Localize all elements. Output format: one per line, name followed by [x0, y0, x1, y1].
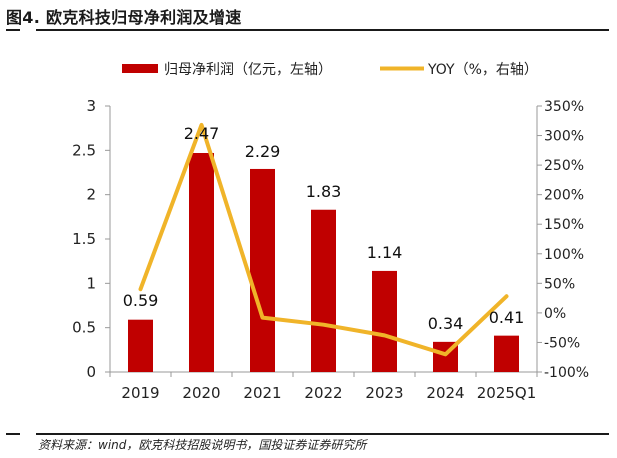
bar-value-label-2020: 2.47 [184, 124, 220, 143]
left-axis-tick-label: 1 [86, 274, 96, 292]
bar-value-label-2025q1: 0.41 [489, 308, 525, 327]
x-axis-tick-label: 2023 [365, 384, 403, 402]
bar-value-label-2023: 1.14 [367, 243, 403, 262]
x-axis-tick-label: 2025Q1 [477, 384, 537, 402]
right-axis-tick-label: 150% [544, 217, 584, 233]
bar-2020 [189, 152, 214, 372]
x-axis-tick-label: 2024 [426, 384, 464, 402]
source-rule [36, 433, 609, 435]
x-axis-tick-label: 2021 [243, 384, 281, 402]
bar-value-label-2021: 2.29 [245, 142, 281, 161]
left-axis-tick-label: 2.5 [72, 141, 96, 159]
right-axis-tick-label: 100% [544, 247, 584, 263]
left-axis-tick-label: 2 [86, 186, 96, 204]
figure-title: 图4. 欧克科技归母净利润及增速 [6, 8, 242, 27]
bar-2019 [128, 319, 153, 372]
bar-value-label-2024: 0.34 [428, 314, 464, 333]
left-axis-tick-label: 3 [86, 97, 96, 115]
source-note: 资料来源：wind，欧克科技招股说明书，国投证券证券研究所 [38, 438, 367, 452]
x-axis-tick-label: 2019 [121, 384, 159, 402]
bar-2025q1 [494, 335, 519, 372]
title-rule [36, 29, 609, 31]
legend-line-label: YOY（%，右轴） [427, 62, 538, 78]
right-axis-tick-label: 50% [544, 276, 575, 292]
right-axis-tick-label: -100% [544, 365, 589, 381]
right-axis-tick-label: 250% [544, 158, 584, 174]
right-axis-tick-label: 200% [544, 188, 584, 204]
yoy-line [138, 122, 509, 357]
bar-value-label-2022: 1.83 [306, 182, 342, 201]
source-rule-mark [6, 433, 20, 435]
bar-value-label-2019: 0.59 [123, 291, 159, 310]
bar-2021 [250, 168, 275, 372]
right-axis-tick-label: -50% [544, 335, 580, 351]
legend-bar-swatch [122, 64, 158, 73]
left-axis-tick-label: 0.5 [72, 319, 96, 337]
right-axis-tick-label: 300% [544, 129, 584, 145]
right-axis-tick-label: 0% [544, 306, 566, 322]
legend-bar-label: 归母净利润（亿元，左轴） [164, 61, 332, 78]
x-axis-tick-label: 2020 [182, 384, 220, 402]
left-axis-tick-label: 0 [86, 363, 96, 381]
bar-2022 [311, 209, 336, 372]
left-axis-tick-label: 1.5 [72, 230, 96, 248]
bar-2023 [372, 270, 397, 372]
title-rule-mark [6, 29, 20, 31]
x-axis-tick-label: 2022 [304, 384, 342, 402]
right-axis-tick-label: 350% [544, 99, 584, 115]
